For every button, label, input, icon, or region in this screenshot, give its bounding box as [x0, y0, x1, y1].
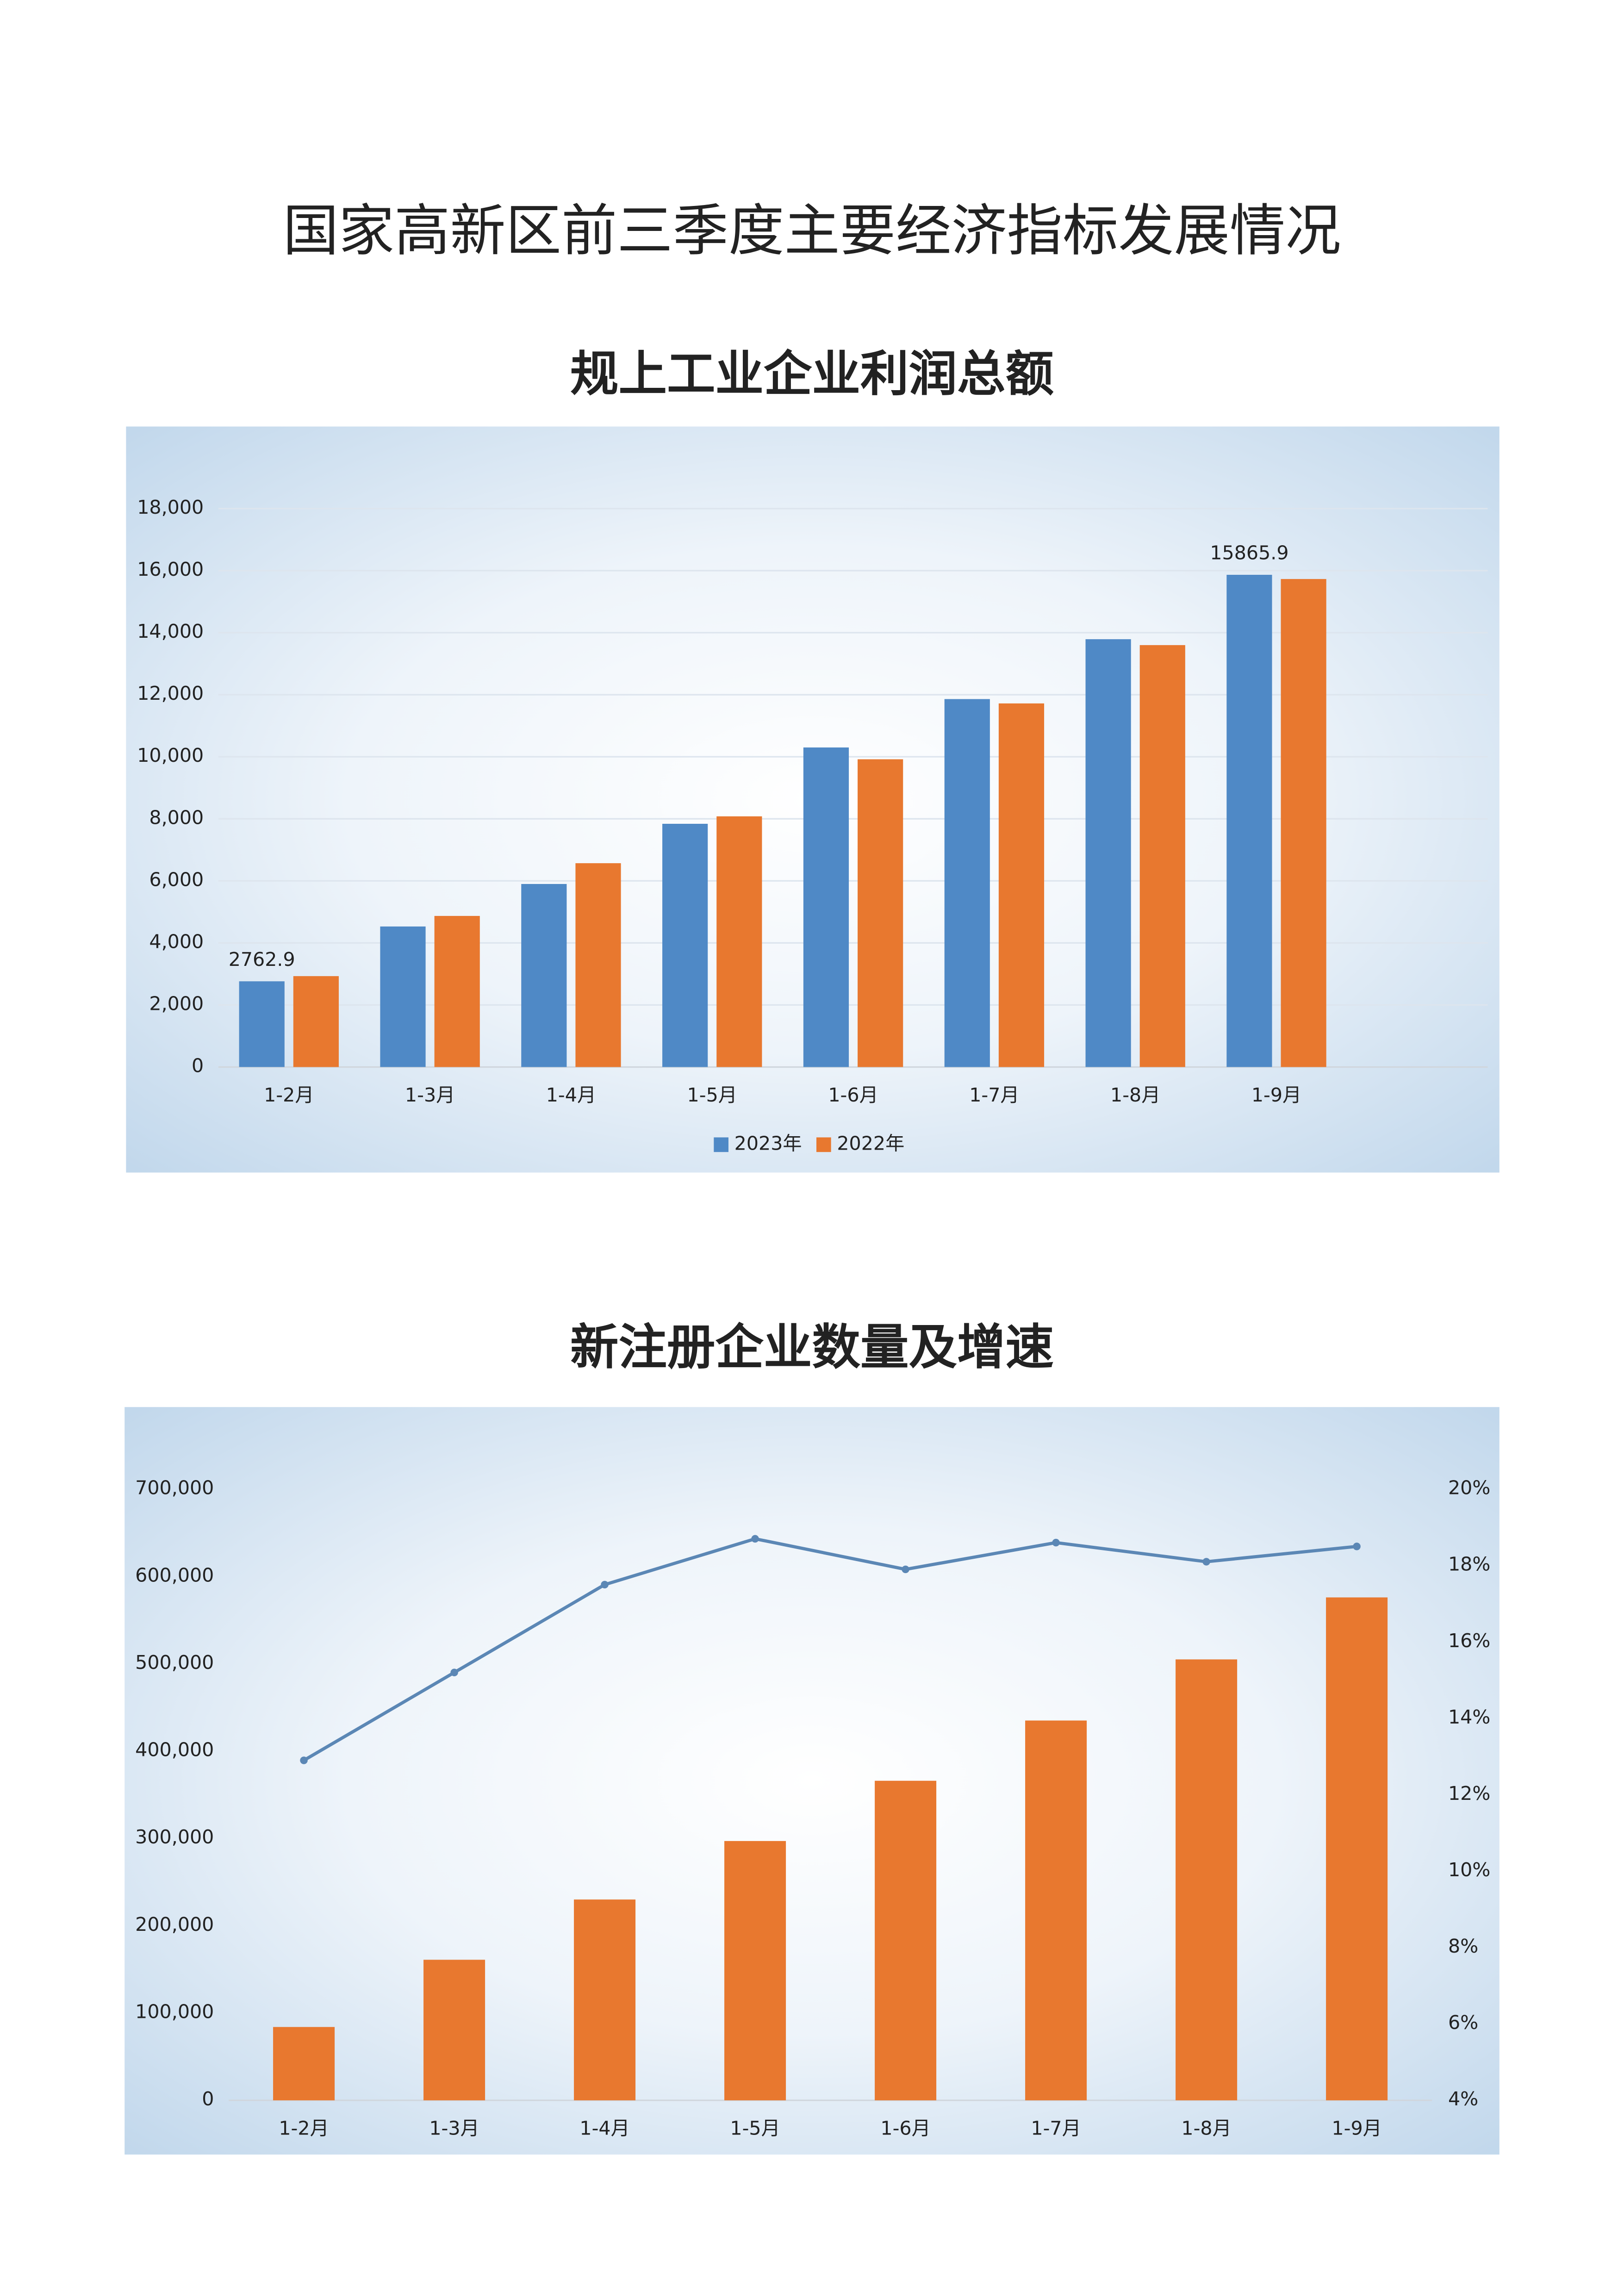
y-tick-label: 100,000 — [135, 2001, 214, 2023]
y-tick-label: 200,000 — [135, 1913, 214, 1935]
bar — [273, 2027, 335, 2101]
legend-swatch — [816, 1137, 831, 1152]
y-tick-label: 700,000 — [135, 1477, 214, 1499]
x-tick-label: 1-2月 — [264, 1084, 314, 1106]
x-tick-label: 1-2月 — [279, 2117, 329, 2140]
bar — [380, 926, 426, 1067]
bar — [858, 759, 903, 1067]
x-tick-label: 1-4月 — [546, 1084, 596, 1106]
legend-label: 2022年 — [837, 1132, 904, 1154]
y-tick-label: 18,000 — [137, 496, 204, 518]
legend-label: 2023年 — [734, 1132, 802, 1154]
line-marker — [1353, 1543, 1361, 1550]
bar — [574, 1899, 636, 2101]
bar — [662, 823, 708, 1067]
x-tick-label: 1-9月 — [1332, 2117, 1381, 2140]
bar — [1085, 639, 1131, 1067]
x-tick-label: 1-9月 — [1251, 1084, 1301, 1106]
bar — [998, 703, 1045, 1067]
x-tick-label: 1-6月 — [828, 1084, 878, 1106]
x-tick-label: 1-7月 — [1031, 2117, 1081, 2140]
y-tick-label: 10,000 — [137, 744, 204, 766]
y2-tick-label: 20% — [1448, 1477, 1490, 1499]
chart-title: 规上工业企业利润总额 — [570, 345, 1054, 402]
line-marker — [300, 1756, 308, 1764]
line-marker — [450, 1668, 458, 1677]
y-tick-label: 600,000 — [135, 1564, 214, 1586]
bar — [724, 1841, 786, 2101]
y2-tick-label: 8% — [1448, 1935, 1478, 1957]
bar — [1226, 574, 1272, 1067]
line-marker — [1202, 1558, 1210, 1566]
x-tick-label: 1-6月 — [880, 2117, 930, 2140]
bar — [434, 916, 480, 1067]
y2-tick-label: 16% — [1448, 1630, 1490, 1652]
y-tick-label: 300,000 — [135, 1826, 214, 1848]
page-title: 国家高新区前三季度主要经济指标发展情况 — [283, 199, 1341, 263]
chart-title: 新注册企业数量及增速 — [570, 1319, 1054, 1375]
bar — [716, 816, 762, 1067]
y2-tick-label: 12% — [1448, 1782, 1490, 1804]
bar — [423, 1960, 485, 2101]
y-tick-label: 2,000 — [149, 992, 204, 1014]
data-label: 2762.9 — [229, 948, 295, 971]
y-tick-label: 400,000 — [135, 1739, 214, 1761]
y2-tick-label: 14% — [1448, 1706, 1490, 1728]
line-marker — [1052, 1538, 1060, 1547]
y-tick-label: 6,000 — [149, 868, 204, 890]
line-marker — [601, 1580, 609, 1589]
x-tick-label: 1-8月 — [1181, 2117, 1231, 2140]
bar — [803, 747, 849, 1067]
bar — [1281, 579, 1326, 1067]
bar — [1326, 1597, 1388, 2101]
bar — [293, 976, 339, 1067]
bar — [944, 699, 990, 1067]
y-tick-label: 12,000 — [137, 682, 204, 704]
y-tick-label: 0 — [192, 1055, 204, 1077]
bar — [575, 863, 621, 1067]
legend-swatch — [714, 1137, 728, 1152]
y-tick-label: 16,000 — [137, 558, 204, 580]
y2-tick-label: 4% — [1448, 2088, 1478, 2110]
x-tick-label: 1-3月 — [405, 1084, 455, 1106]
line-marker — [902, 1565, 909, 1574]
x-tick-label: 1-8月 — [1110, 1084, 1160, 1106]
bar — [521, 884, 567, 1067]
bar — [1139, 645, 1185, 1067]
y-tick-label: 0 — [202, 2088, 214, 2110]
y-tick-label: 8,000 — [149, 806, 204, 828]
x-tick-label: 1-7月 — [969, 1084, 1019, 1106]
x-tick-label: 1-4月 — [579, 2117, 629, 2140]
bar — [239, 981, 285, 1067]
y2-tick-label: 10% — [1448, 1859, 1490, 1881]
x-tick-label: 1-5月 — [687, 1084, 737, 1106]
y2-tick-label: 18% — [1448, 1553, 1490, 1575]
bar — [1025, 1720, 1087, 2101]
bar — [1176, 1659, 1238, 2101]
y-tick-label: 500,000 — [135, 1651, 214, 1674]
y-tick-label: 14,000 — [137, 620, 204, 642]
y2-tick-label: 6% — [1448, 2011, 1478, 2034]
x-tick-label: 1-3月 — [429, 2117, 479, 2140]
y-tick-label: 4,000 — [149, 930, 204, 952]
data-label: 15865.9 — [1210, 542, 1288, 564]
line-marker — [751, 1535, 759, 1543]
line — [303, 1537, 1357, 1762]
bar — [875, 1780, 937, 2101]
x-tick-label: 1-5月 — [730, 2117, 780, 2140]
chart-background — [124, 1407, 1500, 2155]
